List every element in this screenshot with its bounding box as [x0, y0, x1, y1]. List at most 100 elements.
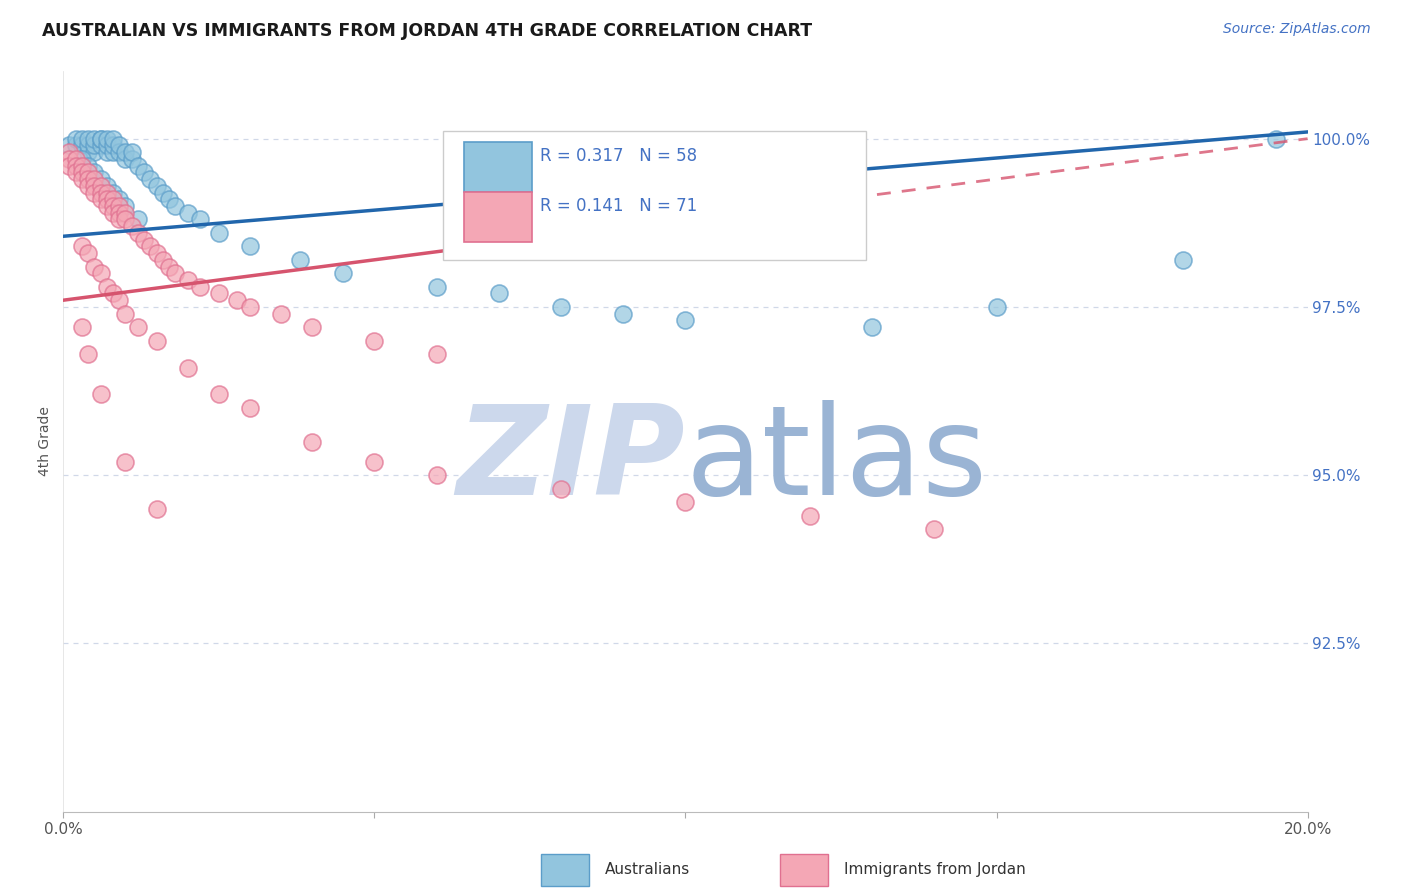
Point — [239, 239, 262, 253]
Point — [101, 205, 124, 219]
Point — [90, 192, 112, 206]
Point — [90, 172, 112, 186]
Point — [65, 159, 87, 173]
Point — [77, 172, 100, 186]
Point — [96, 186, 118, 200]
Point — [488, 286, 510, 301]
Point — [127, 159, 149, 173]
Point — [924, 522, 946, 536]
Point — [114, 307, 136, 321]
Text: atlas: atlas — [686, 400, 987, 521]
Point — [208, 286, 231, 301]
Point — [108, 145, 131, 160]
Point — [108, 199, 131, 213]
Point — [101, 286, 124, 301]
Point — [127, 320, 149, 334]
Point — [188, 212, 211, 227]
FancyBboxPatch shape — [443, 130, 866, 260]
Point — [83, 165, 105, 179]
Point — [101, 199, 124, 213]
Point — [860, 320, 883, 334]
Point — [301, 434, 323, 449]
Point — [612, 307, 634, 321]
Point — [114, 205, 136, 219]
Point — [114, 152, 136, 166]
Point — [70, 159, 93, 173]
FancyBboxPatch shape — [464, 192, 533, 242]
Point — [65, 152, 87, 166]
Point — [188, 279, 211, 293]
Text: Australians: Australians — [605, 863, 690, 877]
Point — [127, 226, 149, 240]
Point — [121, 145, 143, 160]
Point — [152, 186, 174, 200]
Point — [177, 360, 200, 375]
Point — [70, 239, 93, 253]
Point — [96, 145, 118, 160]
Point — [134, 233, 156, 247]
Point — [208, 226, 231, 240]
Text: R = 0.141   N = 71: R = 0.141 N = 71 — [540, 197, 697, 215]
Point — [77, 131, 100, 145]
Point — [363, 334, 385, 348]
Point — [239, 401, 262, 415]
Point — [96, 178, 118, 193]
Point — [157, 260, 180, 274]
Point — [114, 199, 136, 213]
Point — [77, 159, 100, 173]
Text: Immigrants from Jordan: Immigrants from Jordan — [844, 863, 1025, 877]
Point — [101, 145, 124, 160]
Point — [145, 178, 167, 193]
Point — [288, 252, 311, 267]
Point — [65, 138, 87, 153]
Point — [550, 300, 572, 314]
Point — [208, 387, 231, 401]
Point — [83, 186, 105, 200]
Point — [301, 320, 323, 334]
Point — [65, 165, 87, 179]
Point — [134, 165, 156, 179]
Point — [83, 178, 105, 193]
Point — [139, 172, 162, 186]
Point — [157, 192, 180, 206]
Text: Source: ZipAtlas.com: Source: ZipAtlas.com — [1223, 22, 1371, 37]
Point — [101, 186, 124, 200]
Point — [83, 260, 105, 274]
Point — [145, 501, 167, 516]
Point — [108, 192, 131, 206]
FancyBboxPatch shape — [464, 143, 533, 192]
Point — [675, 495, 697, 509]
Point — [90, 186, 112, 200]
Point — [165, 199, 187, 213]
Point — [426, 347, 449, 361]
Point — [1173, 252, 1195, 267]
Y-axis label: 4th Grade: 4th Grade — [38, 407, 52, 476]
Text: AUSTRALIAN VS IMMIGRANTS FROM JORDAN 4TH GRADE CORRELATION CHART: AUSTRALIAN VS IMMIGRANTS FROM JORDAN 4TH… — [42, 22, 813, 40]
Point — [90, 138, 112, 153]
Point — [58, 159, 80, 173]
Point — [108, 212, 131, 227]
Point — [83, 138, 105, 153]
Point — [77, 246, 100, 260]
Point — [77, 178, 100, 193]
Point — [165, 266, 187, 280]
Point — [90, 131, 112, 145]
Point — [77, 138, 100, 153]
Point — [70, 138, 93, 153]
Point — [77, 347, 100, 361]
Point — [177, 205, 200, 219]
Point — [77, 145, 100, 160]
Point — [96, 131, 118, 145]
Point — [986, 300, 1008, 314]
Point — [101, 138, 124, 153]
Point — [145, 246, 167, 260]
Point — [114, 455, 136, 469]
Point — [426, 279, 449, 293]
Point — [58, 145, 80, 160]
Point — [177, 273, 200, 287]
Point — [65, 131, 87, 145]
Point — [108, 293, 131, 308]
Point — [90, 178, 112, 193]
Point — [226, 293, 249, 308]
Point — [90, 266, 112, 280]
